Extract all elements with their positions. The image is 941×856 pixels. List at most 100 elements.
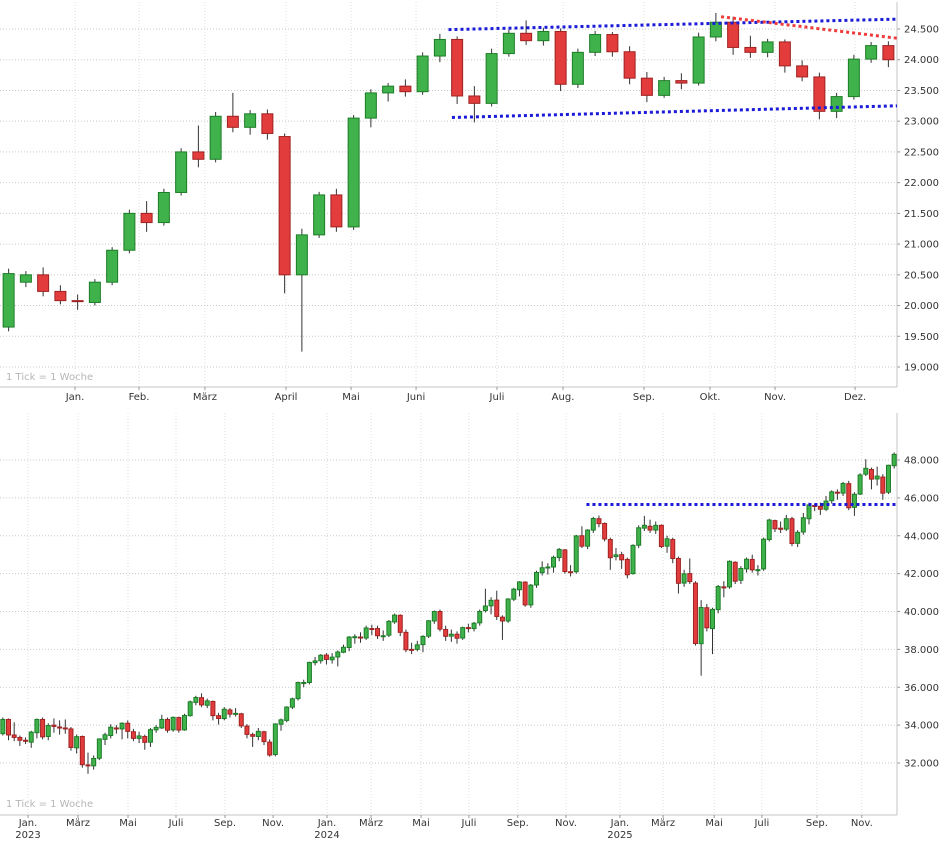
candle-up xyxy=(19,274,32,283)
candle-down xyxy=(37,274,50,292)
y-axis-label: 22.500 xyxy=(904,147,939,158)
candle-down xyxy=(216,715,222,719)
candle-up xyxy=(233,712,239,715)
candle-up xyxy=(830,96,843,112)
y-axis-label: 20.500 xyxy=(904,270,939,281)
chart-block-lower: 32.000 34.000 36.000 38.000 40.000 42.000 44.0… xyxy=(0,405,941,856)
tick-note-upper: 1 Tick = 1 Woche xyxy=(6,372,94,383)
candle-down xyxy=(244,725,250,735)
candle-up xyxy=(96,738,102,759)
candle-down xyxy=(778,527,784,530)
x-axis-label: Juli xyxy=(461,818,477,829)
candle-up xyxy=(653,524,659,531)
candle-down xyxy=(868,468,874,480)
candle-up xyxy=(783,518,789,530)
candle-up xyxy=(571,51,584,85)
candle-down xyxy=(17,736,23,741)
y-axis-label: 21.000 xyxy=(904,240,939,251)
y-axis-label: 22.000 xyxy=(904,178,939,189)
candle-down xyxy=(813,76,826,112)
candle-down xyxy=(23,739,29,742)
candle-down xyxy=(670,539,676,559)
candle-up xyxy=(556,548,562,559)
candle-up xyxy=(485,53,498,104)
candle-up xyxy=(386,620,392,636)
candle-up xyxy=(416,55,429,93)
candle-up xyxy=(590,518,596,531)
x-axis-label: Mai xyxy=(412,818,430,829)
candle-up xyxy=(88,281,101,303)
candle-up xyxy=(477,611,483,624)
x-axis-label: Jan. xyxy=(610,818,630,829)
candle-up xyxy=(295,234,308,276)
candle-down xyxy=(817,505,823,510)
x-axis-label: April xyxy=(275,392,298,403)
candle-down xyxy=(369,628,375,631)
candle-up xyxy=(209,115,222,160)
candle-up xyxy=(891,453,897,467)
candle-up xyxy=(630,544,636,575)
candle-up xyxy=(551,556,557,568)
candle-down xyxy=(40,718,46,738)
candle-down xyxy=(192,151,205,160)
candle-down xyxy=(796,65,809,78)
candle-up xyxy=(537,30,550,42)
candle-up xyxy=(380,635,386,638)
x-axis-label: März xyxy=(651,818,675,829)
y-axis-label: 21.500 xyxy=(904,209,939,220)
candle-up xyxy=(255,730,261,737)
candle-down xyxy=(267,741,273,756)
candle-down xyxy=(71,300,84,303)
candle-up xyxy=(159,718,165,729)
candle-down xyxy=(261,113,274,134)
x-axis-label: Sep. xyxy=(214,818,236,829)
candle-down xyxy=(323,654,329,660)
candle-up xyxy=(847,58,860,98)
x-axis-label: Jan. xyxy=(18,818,38,829)
candle-down xyxy=(443,628,449,637)
y-axis-label: 40.000 xyxy=(904,607,939,618)
candle-up xyxy=(863,467,869,475)
candle-down xyxy=(623,51,636,79)
candle-down xyxy=(499,616,505,622)
x-axis-label: Mai xyxy=(342,392,360,403)
x-axis-year-label: 2023 xyxy=(15,830,40,841)
candle-up xyxy=(755,569,761,572)
candle-up xyxy=(664,538,670,547)
x-axis-label: Mai xyxy=(705,818,723,829)
candle-up xyxy=(108,726,114,737)
candle-down xyxy=(778,41,791,67)
candle-up xyxy=(414,644,420,650)
candle-down xyxy=(397,614,403,633)
candle-up xyxy=(589,34,602,53)
candle-up xyxy=(533,571,539,586)
y-axis-label: 23.500 xyxy=(904,86,939,97)
candle-up xyxy=(539,567,545,574)
x-axis-label: Dez. xyxy=(844,392,866,403)
x-axis-label: Nov. xyxy=(555,818,577,829)
candle-up xyxy=(295,682,301,700)
candle-down xyxy=(437,611,443,630)
candle-up xyxy=(170,716,176,731)
candle-up xyxy=(698,607,704,645)
candle-up xyxy=(874,475,880,480)
candle-up xyxy=(528,584,534,606)
candle-up xyxy=(709,21,722,38)
x-axis-label: Sep. xyxy=(806,818,828,829)
candle-up xyxy=(335,651,341,658)
candle-up xyxy=(426,620,432,637)
candle-down xyxy=(330,194,343,228)
candle-up xyxy=(800,517,806,533)
candle-down xyxy=(658,524,664,548)
channel-top xyxy=(448,17,898,32)
candle-up xyxy=(284,706,290,721)
candle-up xyxy=(340,646,346,653)
candle-down xyxy=(744,46,757,53)
candle-up xyxy=(829,491,835,502)
candle-down xyxy=(602,522,608,540)
candle-down xyxy=(399,85,412,93)
candle-down xyxy=(226,115,239,128)
candle-up xyxy=(448,633,454,637)
candle-up xyxy=(382,85,395,94)
channel-bottom xyxy=(451,104,898,119)
